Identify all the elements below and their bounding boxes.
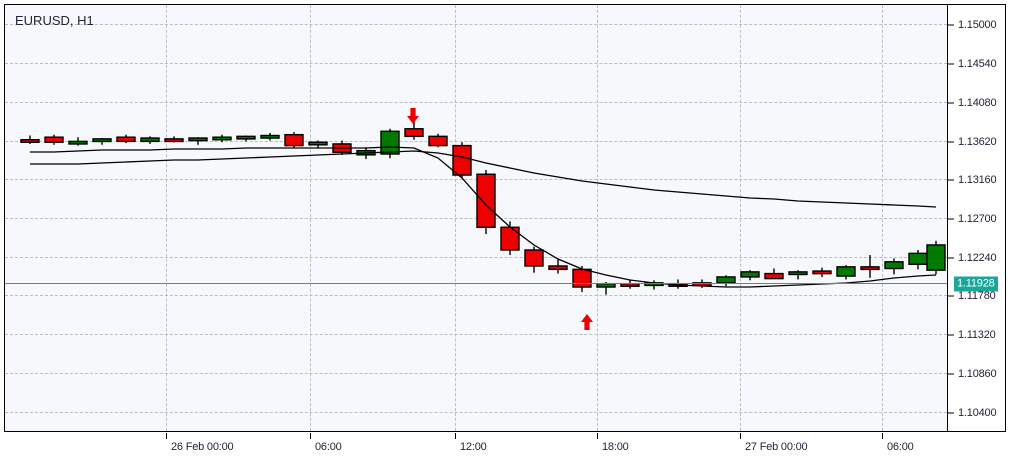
candlestick (380, 128, 400, 159)
price-axis-label: 1.12240 (958, 251, 997, 264)
gridline-vertical (597, 5, 598, 431)
candlestick (452, 142, 472, 178)
price-tick (948, 334, 954, 336)
gridline-horizontal (5, 63, 947, 65)
gridline-horizontal (5, 334, 947, 336)
candlestick (548, 259, 568, 274)
price-axis-label: 1.14080 (958, 96, 997, 109)
gridline-vertical (166, 5, 167, 431)
time-tick (740, 433, 741, 439)
candlestick (188, 137, 208, 145)
buy-arrow-icon (581, 314, 593, 330)
sell-arrow-icon (407, 108, 419, 124)
candlestick (926, 240, 946, 275)
gridline-horizontal (5, 179, 947, 181)
candlestick (44, 134, 64, 145)
gridline-horizontal (5, 411, 947, 413)
candlestick (860, 255, 880, 278)
trade-arrow-markers (407, 108, 593, 330)
gridline-horizontal (5, 24, 947, 26)
candlestick (308, 140, 328, 149)
candlestick (740, 270, 760, 281)
candlestick (716, 275, 736, 287)
candlestick (92, 138, 112, 145)
moving-average-slow (30, 150, 937, 208)
time-tick (455, 433, 456, 439)
price-axis-label: 1.11780 (958, 290, 996, 303)
time-axis-label: 26 Feb 00:00 (171, 441, 234, 453)
candlestick (764, 268, 784, 280)
time-axis-label: 06:00 (887, 441, 914, 453)
time-tick (310, 433, 311, 439)
price-tick (948, 257, 954, 259)
price-tick (948, 63, 954, 65)
price-tick (948, 295, 954, 297)
price-axis-label: 1.13620 (958, 135, 997, 148)
gridline-horizontal (5, 140, 947, 142)
time-axis-label: 12:00 (460, 441, 487, 453)
price-axis-label: 1.12700 (958, 213, 997, 225)
gridline-horizontal (5, 295, 947, 297)
gridline-horizontal (5, 372, 947, 374)
price-axis-label: 1.14540 (958, 58, 997, 71)
time-axis-label: 18:00 (602, 441, 629, 453)
candlestick (836, 265, 856, 280)
candlestick (260, 132, 280, 141)
price-axis-label: 1.10860 (958, 367, 997, 380)
candlestick-series (20, 122, 946, 295)
candlestick (524, 246, 544, 273)
time-tick (597, 433, 598, 439)
time-tick (882, 433, 883, 439)
candlestick (140, 136, 160, 144)
candlestick (116, 134, 136, 144)
candlestick (284, 132, 304, 149)
candlestick (212, 134, 232, 143)
gridline-horizontal (5, 256, 947, 258)
current-price-tag[interactable]: 1.11928 (954, 276, 998, 292)
price-tick (948, 373, 954, 375)
price-tick (948, 102, 954, 104)
candlestick (788, 270, 808, 280)
gridline-vertical (455, 5, 456, 431)
candlestick (812, 267, 832, 277)
price-tick (948, 24, 954, 26)
time-axis-label: 27 Feb 00:00 (745, 441, 808, 453)
price-axis-label: 1.11320 (958, 329, 996, 342)
price-axis-label: 1.15000 (958, 19, 997, 32)
price-tick (948, 141, 954, 143)
gridline-vertical (740, 5, 741, 431)
candlestick (236, 135, 256, 142)
price-axis[interactable]: 1.15000 1.14540 1.14080 1.13620 1.13160 1.127… (948, 4, 1006, 432)
candlestick (404, 122, 424, 140)
gridline-horizontal (5, 101, 947, 103)
price-tick (948, 218, 954, 220)
current-price-line (5, 282, 947, 284)
moving-average-lines (30, 146, 937, 288)
gridline-vertical (882, 5, 883, 431)
chart-plot-area[interactable]: EURUSD, H1 (4, 4, 948, 432)
price-tick (948, 179, 954, 181)
candlestick (884, 258, 904, 275)
candlestick (476, 170, 496, 234)
candlestick (68, 137, 88, 146)
moving-average-fast (30, 146, 937, 288)
time-axis-label: 06:00 (315, 441, 342, 453)
gridline-horizontal (5, 218, 947, 219)
price-axis-label: 1.10400 (958, 406, 997, 419)
gridline-vertical (310, 5, 311, 431)
time-axis[interactable]: 26 Feb 00:00 06:00 12:00 18:00 27 Feb 00:00 0… (4, 433, 1006, 458)
price-axis-label: 1.13160 (958, 174, 997, 187)
chart-title: EURUSD, H1 (15, 13, 94, 28)
time-tick (166, 433, 167, 439)
price-tick (948, 412, 954, 414)
candlestick (164, 136, 184, 143)
candlestick (20, 135, 40, 144)
candlestick (428, 133, 448, 148)
